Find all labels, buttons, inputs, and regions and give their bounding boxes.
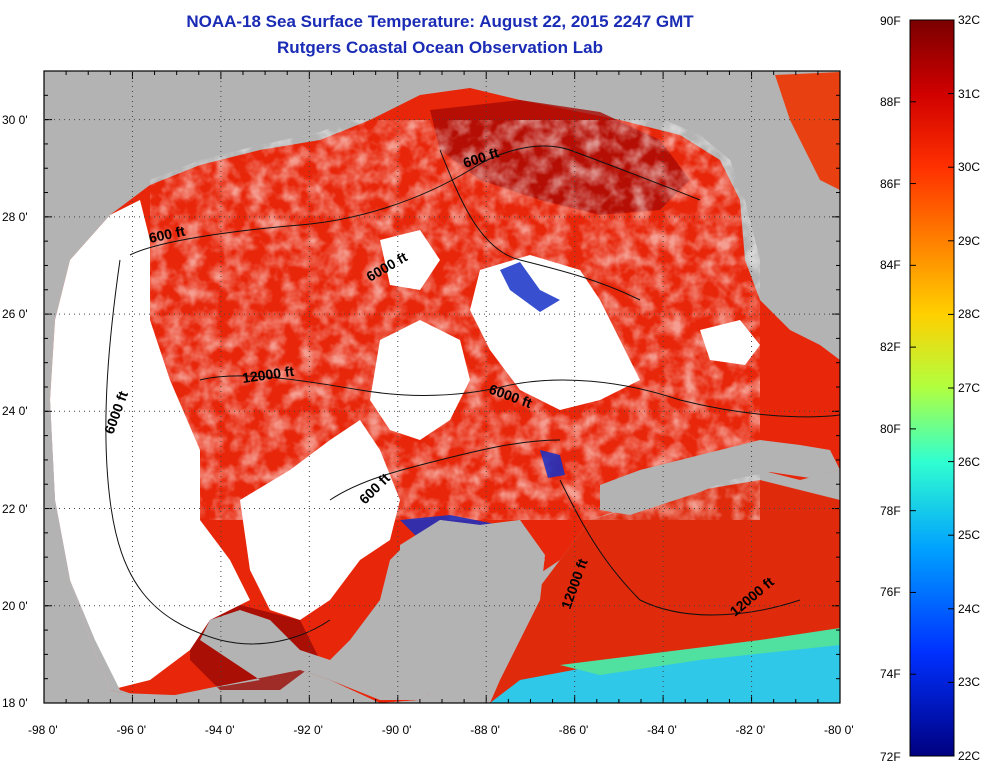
colorbar-f-label: 84F	[880, 258, 901, 273]
x-tick-label: -98 0'	[28, 723, 58, 737]
colorbar-f-label: 82F	[880, 340, 901, 355]
depth-contours	[105, 145, 840, 645]
colorbar-c-label: 29C	[958, 233, 981, 248]
colorbar-f-label: 72F	[880, 750, 901, 764]
y-tick-label: 28 0'	[2, 209, 28, 224]
y-tick-label: 30 0'	[2, 112, 28, 127]
y-tick-label: 24 0'	[2, 404, 28, 419]
x-tick-label: -84 0'	[647, 723, 677, 737]
contour-label: 12000 ft	[241, 363, 295, 386]
x-tick-label: -86 0'	[558, 723, 589, 737]
x-tick-label: -88 0'	[470, 723, 500, 737]
y-tick-label: 26 0'	[2, 307, 28, 322]
colorbar-f-label: 88F	[880, 94, 901, 109]
y-tick-label: 22 0'	[2, 501, 28, 516]
cuba-land	[600, 440, 840, 515]
colorbar-f-label: 90F	[880, 14, 901, 28]
cloud-west	[50, 200, 250, 690]
colorbar-c-label: 22C	[958, 749, 981, 763]
colorbar-c-label: 26C	[958, 454, 981, 469]
x-tick-label: -82 0'	[735, 723, 766, 737]
colorbar-c-label: 27C	[958, 381, 981, 395]
colorbar-c-label: 31C	[958, 86, 981, 101]
colorbar-c-label: 24C	[958, 601, 981, 616]
x-tick-label: -80 0'	[824, 723, 854, 737]
colorbar-f-label: 86F	[880, 176, 901, 191]
x-tick-label: -94 0'	[204, 723, 235, 737]
yucatan-land	[400, 520, 545, 703]
colorbar-c-label: 25C	[958, 528, 981, 543]
x-tick-label: -90 0'	[381, 723, 412, 737]
y-tick-label: 20 0'	[2, 598, 28, 613]
map-title: NOAA-18 Sea Surface Temperature: August …	[186, 12, 694, 31]
colorbar	[909, 19, 955, 757]
x-tick-label: -92 0'	[293, 723, 323, 737]
colorbar-f-label: 76F	[880, 585, 901, 600]
warm-core	[430, 100, 690, 215]
colorbar-c-label: 32C	[958, 13, 981, 27]
us-coast-land	[44, 71, 840, 340]
colorbar-c-label: 23C	[958, 675, 981, 690]
colorbar-f-label: 80F	[880, 421, 901, 436]
colorbar-c-label: 30C	[958, 160, 981, 175]
colorbar-f-label: 78F	[880, 503, 901, 518]
map-subtitle: Rutgers Coastal Ocean Observation Lab	[277, 38, 603, 57]
colorbar-f-label: 74F	[880, 667, 901, 682]
colorbar-c-label: 28C	[958, 307, 981, 322]
y-tick-label: 18 0'	[2, 696, 28, 710]
contour-label: 600 ft	[147, 223, 186, 246]
x-tick-label: -96 0'	[116, 723, 147, 737]
